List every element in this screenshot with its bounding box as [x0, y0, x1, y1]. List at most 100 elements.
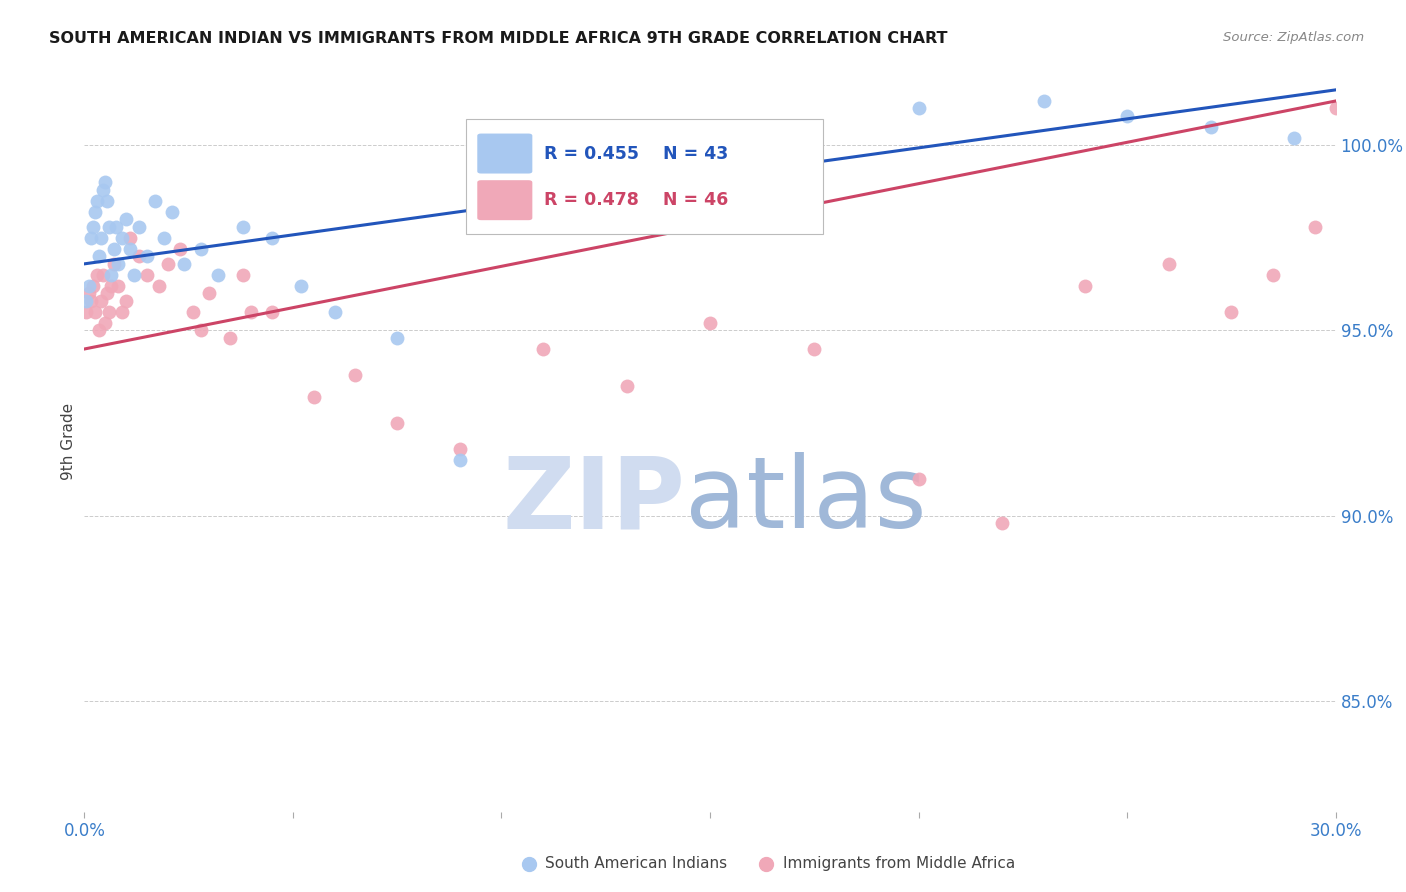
Text: Immigrants from Middle Africa: Immigrants from Middle Africa — [783, 856, 1015, 871]
Point — [104, 219, 127, 234]
Point — [75, 305, 97, 319]
Point — [107, 257, 129, 271]
Point — [87, 250, 110, 264]
Point — [1220, 305, 1243, 319]
Point — [94, 176, 117, 190]
Point — [100, 268, 122, 282]
Point — [1324, 102, 1347, 116]
Point — [124, 268, 146, 282]
Point — [115, 293, 138, 308]
Point — [103, 257, 125, 271]
Point — [83, 305, 105, 319]
Point — [128, 219, 150, 234]
Point — [290, 279, 312, 293]
Y-axis label: 9th Grade: 9th Grade — [60, 403, 76, 480]
Point — [156, 257, 179, 271]
Point — [907, 472, 929, 486]
Point — [94, 316, 117, 330]
Point — [136, 268, 159, 282]
Point — [136, 250, 159, 264]
Point — [111, 305, 134, 319]
Point — [103, 242, 125, 256]
Point — [449, 453, 471, 467]
Point — [128, 250, 150, 264]
Text: R = 0.455    N = 43: R = 0.455 N = 43 — [544, 145, 728, 162]
Point — [83, 205, 105, 219]
Point — [87, 324, 110, 338]
Point — [173, 257, 195, 271]
Point — [96, 286, 118, 301]
Point — [449, 442, 471, 456]
Point — [100, 279, 122, 293]
Point — [169, 242, 191, 256]
Point — [107, 279, 129, 293]
Point — [1199, 120, 1222, 134]
Point — [232, 268, 254, 282]
FancyBboxPatch shape — [477, 134, 533, 174]
Point — [1116, 109, 1139, 123]
Text: SOUTH AMERICAN INDIAN VS IMMIGRANTS FROM MIDDLE AFRICA 9TH GRADE CORRELATION CHA: SOUTH AMERICAN INDIAN VS IMMIGRANTS FROM… — [49, 31, 948, 46]
Point — [907, 102, 929, 116]
Point — [803, 342, 825, 356]
Point — [152, 231, 174, 245]
Text: South American Indians: South American Indians — [546, 856, 727, 871]
Point — [385, 331, 409, 345]
Point — [531, 342, 554, 356]
Point — [385, 416, 409, 430]
Point — [616, 379, 638, 393]
Point — [1074, 279, 1097, 293]
Point — [90, 231, 112, 245]
Point — [82, 219, 104, 234]
Point — [120, 231, 142, 245]
Text: Source: ZipAtlas.com: Source: ZipAtlas.com — [1223, 31, 1364, 45]
Point — [86, 194, 108, 208]
Point — [991, 516, 1014, 530]
Point — [302, 390, 325, 404]
Point — [1032, 94, 1054, 108]
Point — [91, 268, 114, 282]
Point — [344, 368, 367, 382]
Point — [86, 268, 108, 282]
Point — [82, 279, 104, 293]
Point — [148, 279, 170, 293]
Point — [699, 145, 721, 160]
Point — [98, 219, 121, 234]
Point — [79, 293, 101, 308]
Point — [531, 212, 554, 227]
Point — [75, 293, 97, 308]
Text: ZIP: ZIP — [502, 452, 685, 549]
Point — [616, 157, 638, 171]
Point — [219, 331, 242, 345]
Point — [699, 316, 721, 330]
Point — [190, 242, 212, 256]
Point — [232, 219, 254, 234]
Point — [190, 324, 212, 338]
Point — [181, 305, 204, 319]
Point — [160, 205, 183, 219]
Point — [96, 194, 118, 208]
Point — [90, 293, 112, 308]
Point — [1303, 219, 1326, 234]
Point — [91, 183, 114, 197]
Point — [323, 305, 346, 319]
Text: atlas: atlas — [685, 452, 927, 549]
Point — [79, 231, 101, 245]
Point — [262, 231, 284, 245]
FancyBboxPatch shape — [465, 120, 823, 235]
Point — [120, 242, 142, 256]
Point — [1157, 257, 1180, 271]
FancyBboxPatch shape — [477, 180, 533, 220]
Point — [207, 268, 229, 282]
Point — [98, 305, 121, 319]
Point — [1263, 268, 1285, 282]
Point — [77, 286, 100, 301]
Point — [115, 212, 138, 227]
Text: R = 0.478    N = 46: R = 0.478 N = 46 — [544, 191, 728, 210]
Point — [143, 194, 166, 208]
Point — [240, 305, 263, 319]
Point — [1282, 131, 1305, 145]
Point — [198, 286, 221, 301]
Point — [782, 120, 804, 134]
Point — [77, 279, 100, 293]
Point — [262, 305, 284, 319]
